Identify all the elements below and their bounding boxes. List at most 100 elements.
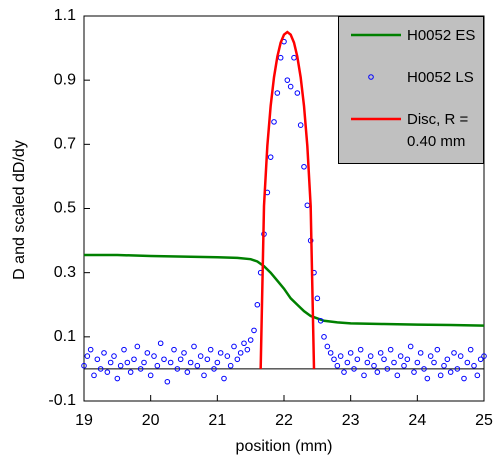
point [381,356,387,363]
point [224,353,231,359]
point [124,359,131,366]
point [277,54,284,61]
point [291,54,297,61]
point [244,346,251,353]
point [411,369,417,375]
point [447,369,454,375]
point [337,353,344,359]
point [481,353,487,359]
point [111,353,117,359]
x-tick-label: 24 [408,412,426,429]
point [367,353,374,359]
point [441,362,447,369]
point [424,375,431,382]
point [231,343,237,350]
point [451,350,457,356]
point [354,356,361,363]
point [331,356,337,363]
point [94,356,101,363]
point [141,359,147,366]
x-tick-label: 22 [275,412,293,429]
point [437,372,444,379]
point [114,375,121,382]
point [104,369,111,375]
y-tick-label: 1.1 [54,7,76,24]
y-tick-label: 0.7 [54,136,76,153]
legend-label: H0052 ES [407,27,476,44]
point [81,362,87,369]
point [474,372,481,379]
point [351,366,357,372]
point [217,350,224,356]
point [87,346,94,353]
legend-symbol [351,117,401,121]
point [201,372,207,379]
x-tick-label: 20 [142,412,160,429]
point [421,366,427,372]
point [194,362,201,369]
point [274,90,281,96]
point [91,372,97,379]
point [154,362,161,369]
point [107,359,114,366]
point [294,90,301,96]
point [327,350,334,356]
point [164,378,171,385]
point [241,340,247,347]
point [461,375,467,382]
point [221,375,227,382]
point [214,359,221,366]
point [304,202,311,209]
point [334,362,341,369]
legend-label: Disc, R = 0.40 mm [407,111,469,150]
legend-marker [368,74,374,80]
point [157,340,164,347]
point [397,353,404,359]
legend-entry: H0052 ES [343,25,479,47]
point [167,359,174,366]
point [357,346,364,353]
point [454,366,461,372]
point [121,346,127,353]
point [161,356,167,363]
point [267,154,274,160]
legend: H0052 ES H0052 LS Disc, R = 0.40 mm [338,16,484,164]
y-tick-label: -0.1 [48,392,76,409]
point [364,359,371,366]
point [204,356,211,363]
point [417,350,424,356]
point [101,350,107,356]
point [374,369,381,375]
point [131,356,137,363]
point [404,356,411,363]
point [171,346,177,353]
point [187,359,194,366]
point [184,369,191,375]
point [457,353,464,359]
point [237,350,244,356]
point [181,350,187,356]
point [464,359,471,366]
y-tick-label: 0.5 [54,200,76,217]
point [467,346,474,353]
legend-symbol [368,74,374,80]
line [84,253,485,327]
point [227,362,234,369]
point [471,362,477,369]
x-tick-label: 23 [342,412,360,429]
point [371,362,377,369]
point [401,362,407,369]
point [361,372,367,379]
point [301,163,307,170]
point [247,337,254,343]
point [384,366,391,372]
point [174,366,181,372]
y-axis-title: D and scaled dD/dy [11,140,28,280]
point [84,353,91,359]
point [251,327,257,334]
x-tick-label: 21 [208,412,226,429]
legend-entry: Disc, R = 0.40 mm [343,109,479,153]
point [151,353,157,359]
